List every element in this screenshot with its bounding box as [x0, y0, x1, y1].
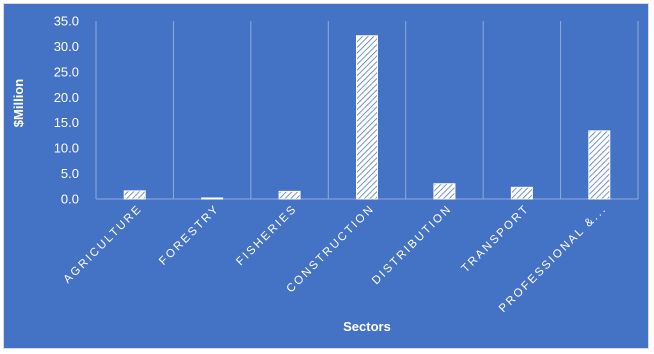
y-tick-label: 10.0: [54, 141, 79, 156]
y-tick-label: 35.0: [54, 14, 79, 29]
labels: 0.0 5.0 10.0 15.0 20.0 25.0 30.0 35.0 AGRICULTUR…: [54, 14, 610, 315]
y-tick-label: 5.0: [61, 166, 79, 181]
bar: [588, 130, 611, 200]
gridlines: [95, 21, 639, 199]
x-tick-label: FORESTRY: [157, 203, 222, 268]
bar: [201, 197, 224, 200]
y-tick-label: 25.0: [54, 64, 79, 79]
bar: [278, 190, 301, 200]
x-tick-label: AGRICULTURE: [62, 203, 145, 286]
x-tick-label: DISTRIBUTION: [370, 203, 455, 288]
bar: [356, 35, 378, 200]
bar: [433, 183, 456, 200]
x-tick-label: FISHERIES: [234, 203, 299, 268]
bars: [123, 35, 611, 200]
chart-area: 0.0 5.0 10.0 15.0 20.0 25.0 30.0 35.0 AGRICULTUR…: [3, 3, 649, 349]
y-tick-label: 15.0: [54, 115, 79, 130]
x-axis-title: Sectors: [343, 319, 391, 334]
bar: [510, 186, 533, 200]
x-tick-label: TRANSPORT: [459, 203, 531, 275]
y-tick-label: 20.0: [54, 90, 79, 105]
y-axis-title: $Million: [11, 79, 26, 127]
y-tick-label: 30.0: [54, 39, 79, 54]
x-tick-label: CONSTRUCTION: [284, 203, 377, 296]
bar: [123, 190, 146, 200]
y-tick-label: 0.0: [61, 192, 79, 207]
bar-chart: 0.0 5.0 10.0 15.0 20.0 25.0 30.0 35.0 AGRICULTUR…: [11, 14, 639, 334]
